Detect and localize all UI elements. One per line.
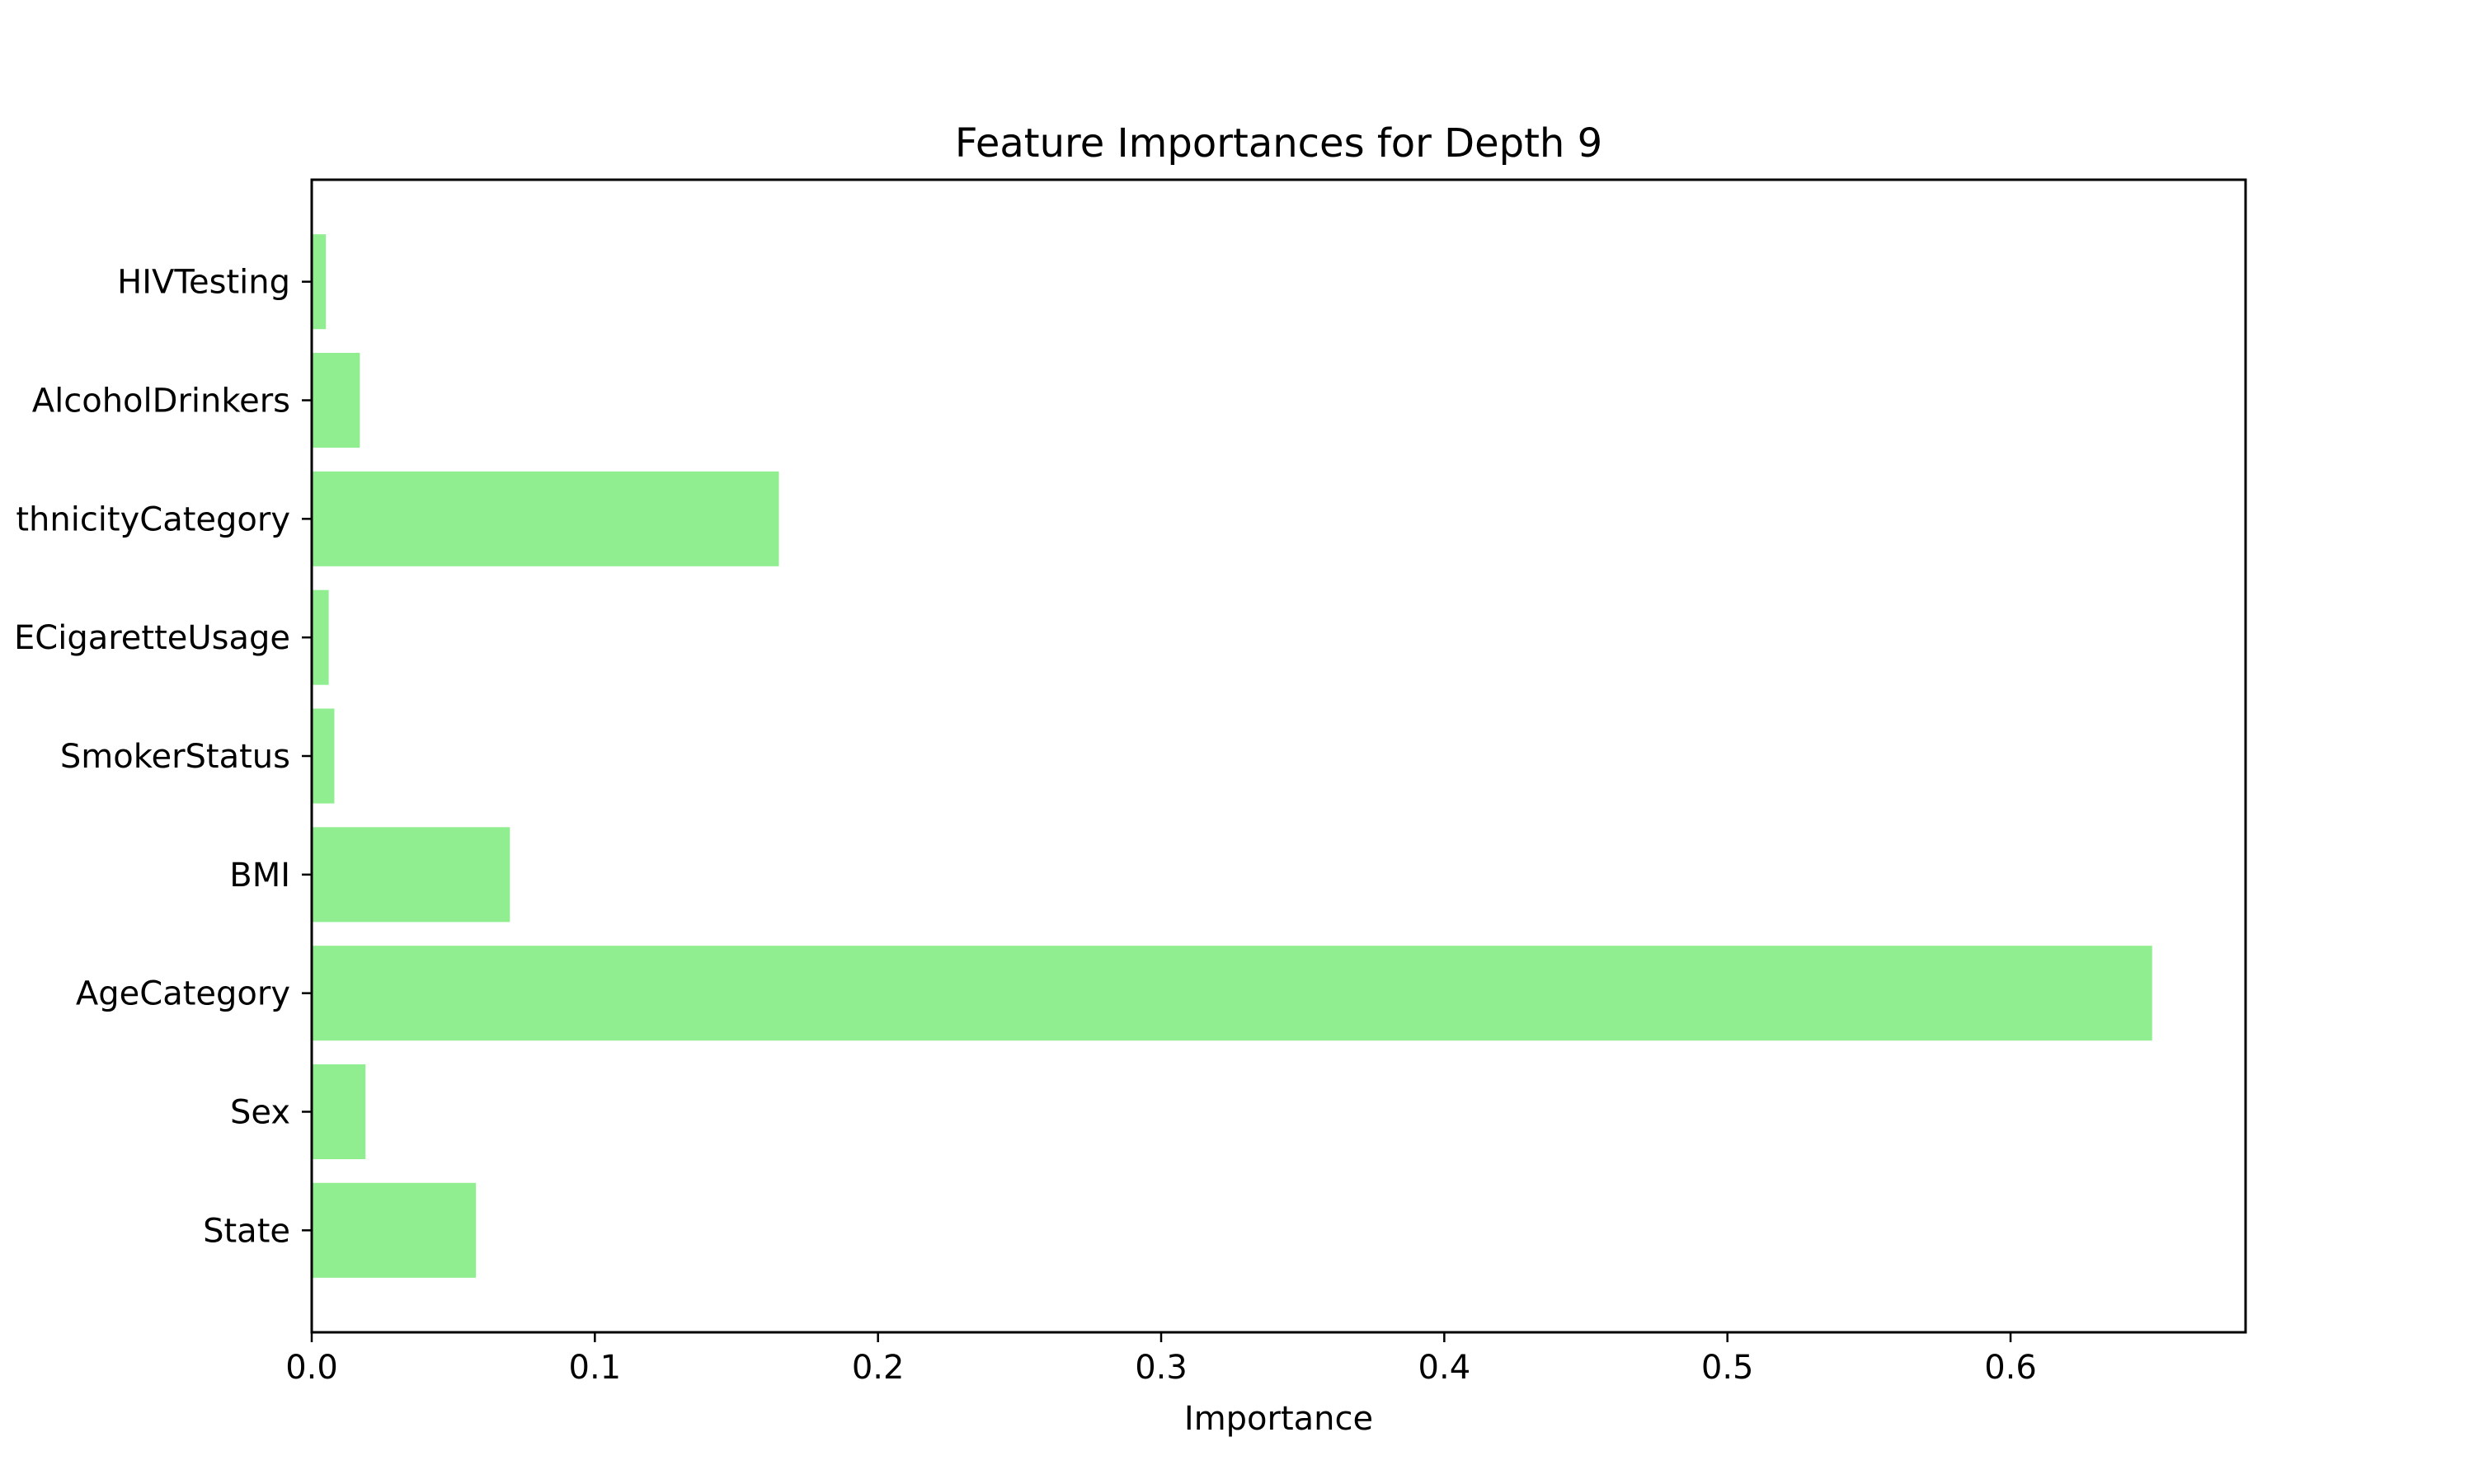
plot-frame [310, 178, 2247, 1334]
y-tick-label: BMI [229, 857, 290, 895]
y-tick-label: Sex [230, 1093, 290, 1131]
bar-ECigaretteUsage [312, 589, 329, 685]
bar-State [312, 1182, 477, 1278]
y-tick-label: ECigaretteUsage [14, 619, 290, 657]
bar-AlcoholDrinkers [312, 352, 360, 448]
x-tick-label: 0.0 [285, 1349, 338, 1387]
x-tick-label: 0.6 [1984, 1349, 2037, 1387]
bar-HIVTesting [312, 234, 327, 330]
y-tick-label: SmokerStatus [60, 738, 290, 776]
x-tick-label: 0.2 [852, 1349, 905, 1387]
y-tick-label: thnicityCategory [16, 500, 290, 538]
bars-layer [312, 234, 2152, 1278]
x-tick-label: 0.5 [1701, 1349, 1754, 1387]
bar-SmokerStatus [312, 708, 335, 804]
y-tick-label: AgeCategory [76, 975, 290, 1013]
bar-RaceEthnicityCategory [312, 471, 779, 566]
y-tick-label: State [203, 1212, 290, 1250]
y-axis-ticks: State Sex AgeCategory BMI SmokerStatus ECigar… [14, 264, 312, 1250]
chart-title: Feature Importances for Depth 9 [955, 120, 1602, 167]
bar-Sex [312, 1064, 366, 1160]
y-tick-label: HIVTesting [117, 264, 290, 302]
x-axis-label: Importance [1184, 1400, 1373, 1438]
x-tick-label: 0.3 [1135, 1349, 1188, 1387]
x-tick-label: 0.4 [1418, 1349, 1471, 1387]
bar-AgeCategory [312, 946, 2152, 1041]
x-axis-ticks: 0.0 0.1 0.2 0.3 0.4 0.5 0.6 [285, 1332, 2037, 1387]
y-tick-label: AlcoholDrinkers [32, 383, 290, 420]
x-tick-label: 0.1 [569, 1349, 622, 1387]
bar-BMI [312, 827, 510, 923]
